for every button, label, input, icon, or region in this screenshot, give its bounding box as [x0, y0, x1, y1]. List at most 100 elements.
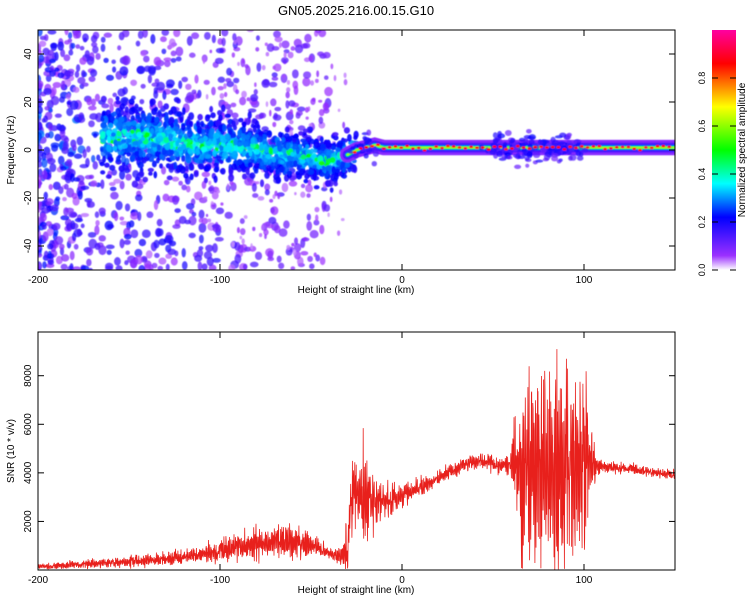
spectrogram-cell [165, 79, 175, 88]
spectrogram-cell [294, 237, 299, 245]
spectrogram-cell [170, 106, 177, 114]
spectrogram-cell [280, 160, 285, 165]
spectrogram-cell [213, 132, 220, 140]
spectrogram-cell [291, 137, 297, 143]
spectrogram-cell [136, 65, 146, 75]
spectrogram-cell [272, 114, 282, 121]
spectrogram-cell [194, 254, 203, 262]
spectrogram-cell [290, 46, 296, 51]
spectrogram-cell [85, 247, 94, 256]
spectrogram-cell [304, 33, 312, 43]
spectrogram-cell [60, 49, 66, 58]
spectrogram-cell [234, 253, 242, 264]
spectrogram-cell [233, 40, 237, 45]
spectrogram-cell [46, 157, 56, 165]
spectrogram-cell [92, 45, 99, 54]
spectrogram-cell [115, 265, 123, 270]
colorbar-ticks: 0.0 0.2 0.4 0.6 0.8 [697, 72, 736, 276]
spectrogram-cell [225, 78, 232, 83]
spectrogram-cell [228, 173, 235, 182]
spectrogram-cell [507, 155, 513, 160]
spectrogram-cell [312, 148, 319, 153]
spectrogram-cell [86, 145, 91, 153]
spectrogram-cell [168, 163, 174, 171]
spectrogram-cell [113, 178, 122, 184]
spectrogram-cell [319, 224, 325, 235]
spectrogram-cell [168, 133, 173, 142]
spectrogram-cell [181, 261, 188, 270]
spectrogram-cell [178, 80, 183, 90]
spectrogram-peak [410, 147, 415, 150]
spectrogram-cell [280, 57, 289, 64]
spectrogram-cell [121, 162, 126, 167]
spectrogram-cell [281, 147, 287, 154]
spectrogram-cell [218, 114, 223, 122]
spectrogram-cell [204, 165, 209, 172]
spectrogram-cell [581, 147, 589, 154]
spectrogram-cell [347, 133, 352, 142]
spectrogram-cell [121, 154, 126, 165]
spectrogram-peak [661, 144, 666, 148]
spectrogram-cell [65, 70, 74, 77]
spectrogram-cell [161, 30, 170, 36]
spectrogram-cell [211, 161, 215, 169]
spectrogram-cell [254, 251, 263, 261]
spectrogram-cell [270, 206, 279, 216]
spectrogram-cell [64, 160, 73, 167]
spectrogram-cell [115, 100, 121, 105]
spectrogram-cell [162, 193, 170, 202]
spectrogram-cell [305, 184, 313, 193]
spectrogram-peak [469, 145, 474, 149]
spectrogram-cell [161, 48, 167, 55]
spectrogram-cell [261, 64, 266, 71]
spectrogram-cell [148, 171, 153, 176]
spectrogram-cell [276, 255, 282, 263]
spectrogram-cell [79, 45, 85, 51]
spectrogram-cell [41, 224, 47, 230]
spectrogram-cell [217, 110, 223, 116]
spectrogram-cell [100, 95, 107, 103]
spectrogram-cell [321, 165, 326, 171]
spectrogram-cell [305, 153, 312, 158]
snr-xtick-label: 0 [399, 575, 405, 586]
spectrogram-cell [271, 76, 279, 81]
spectrogram-cell [49, 58, 56, 64]
spectrogram-cell [123, 233, 132, 240]
spectrogram-cell [329, 196, 333, 202]
spectrogram-cell [181, 123, 186, 131]
spectrogram-cell [313, 252, 317, 258]
spectrogram-cell [130, 229, 139, 239]
spectrogram-cell [65, 207, 74, 213]
spectrogram-peak [428, 147, 433, 150]
spectrogram-cell [231, 112, 239, 119]
spectrogram-cell [289, 109, 294, 115]
spectrogram-cell [82, 33, 89, 42]
spectrogram-cell [43, 115, 48, 123]
spectrogram-cell [198, 137, 205, 144]
spectrogram-cell [51, 86, 57, 96]
spectrogram-cell [252, 193, 259, 198]
spectrogram-cell [319, 136, 324, 143]
spectrogram-cell [38, 30, 43, 37]
spectrogram-cell [274, 190, 278, 197]
spectrogram-cell [258, 233, 263, 238]
spectrogram-cell [170, 122, 175, 129]
spectrogram-cell [201, 128, 206, 137]
spectrogram-cell [100, 179, 105, 190]
spectrogram-cell [255, 35, 261, 41]
spectrogram-cell [106, 129, 112, 137]
spectrogram-cell [314, 206, 320, 213]
spectrogram-peak [667, 145, 672, 149]
spectrogram-cell [514, 164, 522, 169]
spectrogram-cell [171, 176, 180, 182]
spectrogram-cell [78, 112, 85, 121]
spectrogram-cell [91, 41, 98, 48]
spectrogram-cell [188, 215, 197, 226]
spectrogram-cell [128, 220, 135, 228]
spectrogram-cell [310, 80, 315, 86]
spectrogram-cell [140, 50, 147, 57]
spectrogram-cell [288, 180, 298, 187]
spectrogram-cell [253, 134, 260, 139]
spectrogram-cell [527, 152, 533, 157]
spectrogram-cell [45, 74, 52, 82]
